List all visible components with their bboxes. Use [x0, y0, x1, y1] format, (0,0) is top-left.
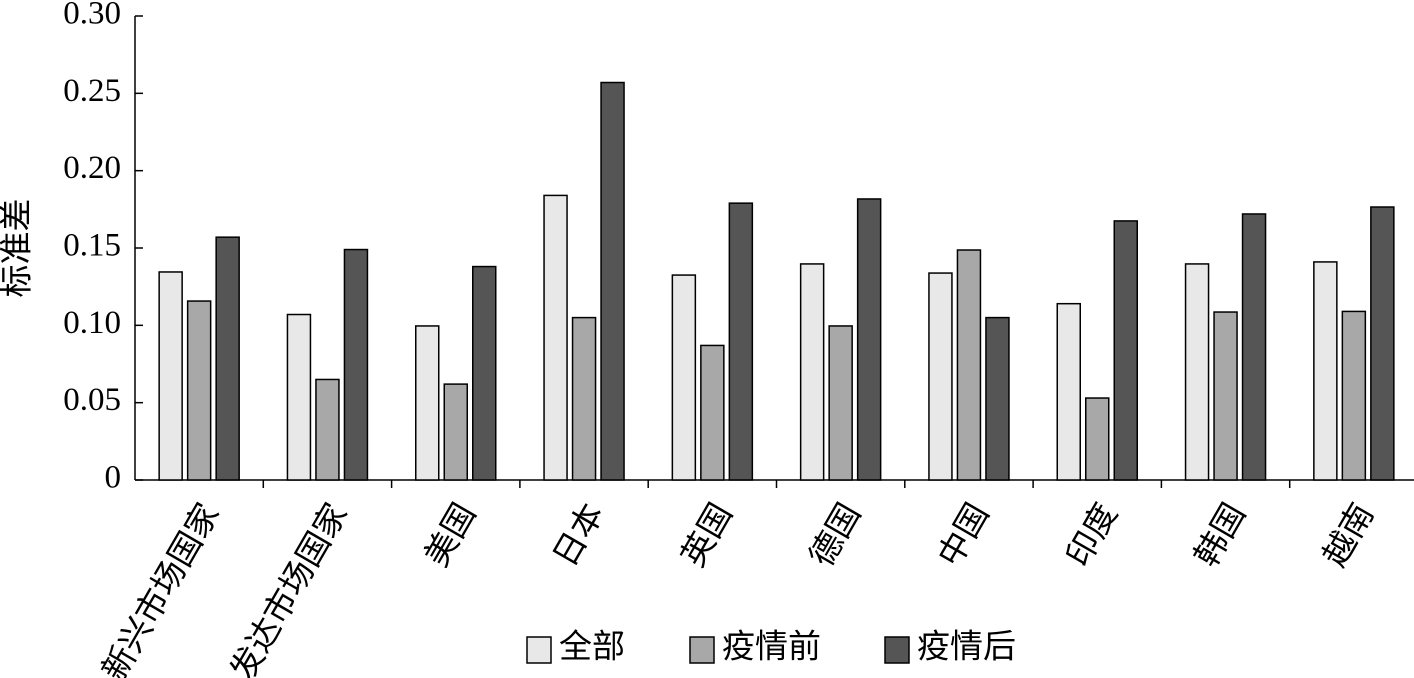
bar: [600, 81, 625, 481]
x-tick-label: 越南: [1316, 497, 1381, 573]
bar: [1313, 261, 1338, 481]
bar: [956, 249, 982, 481]
bar: [1341, 310, 1367, 481]
legend-swatch: [689, 636, 715, 664]
bar: [343, 248, 369, 481]
legend-label: 疫情后: [917, 629, 1016, 666]
x-tick-label: 中国: [931, 497, 996, 573]
y-tick-label: 0: [105, 460, 122, 496]
bar: [1113, 220, 1138, 481]
bar: [799, 263, 825, 481]
x-tick-label: 发达市场国家: [224, 497, 355, 678]
x-tick-label: 印度: [1060, 497, 1125, 573]
bar: [671, 274, 697, 481]
bar: [571, 316, 597, 481]
legend-label: 全部: [559, 629, 625, 666]
bar: [1085, 397, 1110, 481]
x-tick-label: 英国: [675, 497, 740, 573]
y-tick-label: 0.25: [63, 73, 121, 109]
y-tick-label: 0.30: [63, 0, 121, 32]
bar: [472, 265, 497, 481]
bar: [1213, 311, 1238, 481]
bar: [1184, 263, 1210, 481]
bar: [1370, 206, 1395, 481]
y-tick-label: 0.20: [63, 150, 121, 186]
bar: [728, 202, 754, 481]
bar: [856, 198, 882, 481]
y-axis-label: 标准差: [0, 199, 36, 298]
x-tick-label: 美国: [418, 497, 483, 573]
y-tick-label: 0.10: [63, 305, 121, 341]
bar: [443, 383, 468, 481]
bar: [1056, 302, 1081, 481]
bar: [158, 271, 183, 481]
bar: [1241, 213, 1267, 481]
legend-swatch: [884, 636, 910, 664]
bar: [186, 300, 212, 481]
legend-swatch: [526, 636, 552, 664]
bar: [315, 378, 340, 481]
x-tick-label: 日本: [546, 497, 611, 573]
bar: [543, 194, 568, 481]
bar: [828, 325, 853, 481]
y-tick-label: 0.05: [63, 382, 121, 418]
bar: [700, 344, 725, 481]
bar: [215, 236, 240, 481]
y-tick-label: 0.15: [63, 228, 121, 264]
bar: [928, 272, 953, 481]
x-tick-label: 韩国: [1188, 497, 1253, 573]
bar: [286, 313, 312, 481]
bar: [415, 325, 440, 481]
legend-label: 疫情前: [722, 629, 821, 666]
x-tick-label: 新兴市场国家: [96, 497, 227, 678]
x-tick-label: 德国: [803, 497, 868, 573]
bar: [985, 316, 1010, 481]
